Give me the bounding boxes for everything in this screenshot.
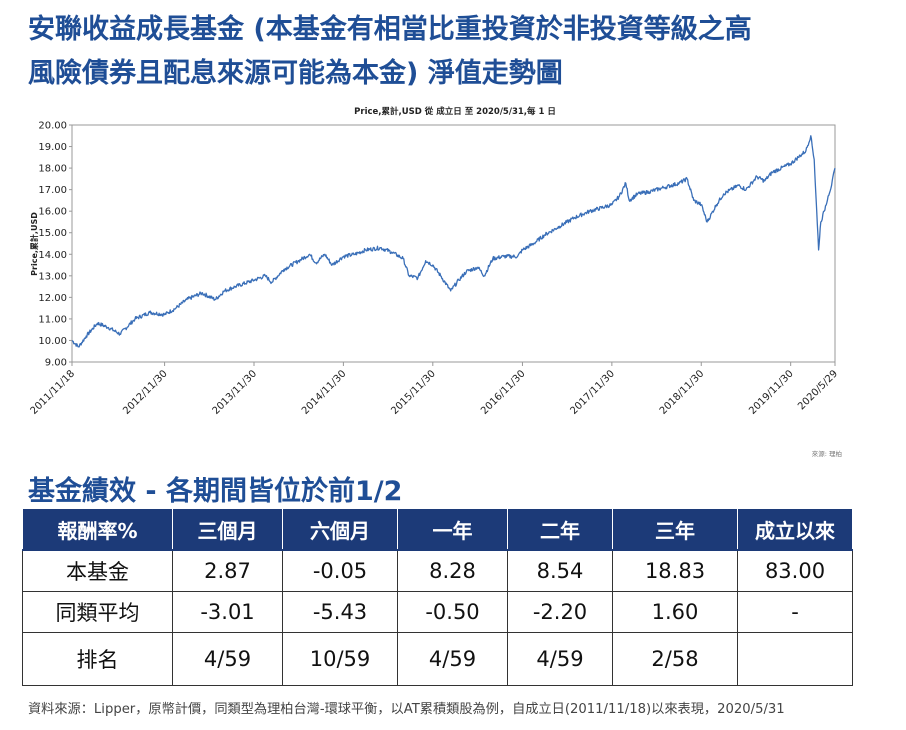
x-tick-label: 2011/11/18 [29,368,78,417]
y-tick-label: 20.00 [38,121,67,132]
y-tick-label: 16.00 [38,207,67,218]
y-tick-label: 11.00 [38,314,67,325]
x-tick-label: 2014/11/30 [300,368,349,417]
table-header-cell: 一年 [397,508,508,551]
table-cell: 8.28 [397,549,508,592]
plot-area-frame [71,124,836,363]
page-title: 安聯收益成長基金 (本基金有相當比重投資於非投資等級之高 風險債券且配息來源可能… [28,8,888,96]
table-cell: - [737,591,853,633]
table-cell: -2.20 [507,591,613,633]
table-cell [737,632,853,686]
series-group [71,135,836,348]
table-header-cell: 成立以來 [737,508,853,551]
table-cell: -3.01 [172,591,283,633]
y-tick-label: 12.00 [38,293,67,304]
table-cell: 4/59 [397,632,508,686]
table-cell: 4/59 [507,632,613,686]
table-header-cell: 報酬率% [22,508,173,551]
performance-table: 報酬率% 三個月 六個月 一年 二年 三年 成立以來 本基金 2.87 -0.0… [22,508,853,686]
nav-line-chart: Price,累計,USD 從 成立日 至 2020/5/31,每 1 日 Pri… [29,106,842,458]
page-title-line1: 安聯收益成長基金 (本基金有相當比重投資於非投資等級之高 [28,14,752,45]
table-cell: 83.00 [737,549,853,592]
x-tick-label: 2020/5/29 [796,368,840,412]
series-line [71,135,836,348]
performance-section-title: 基金績效 - 各期間皆位於前1/2 [28,476,403,507]
chart-source-note: 來源: 理柏 [812,449,842,458]
x-axis-ticks: 2011/11/18 2012/11/30 2013/11/30 2014/11/30… [29,362,840,417]
table-row: 同類平均 -3.01 -5.43 -0.50 -2.20 1.60 - [22,591,853,633]
y-tick-label: 13.00 [38,271,67,282]
y-tick-label: 14.00 [38,250,67,261]
table-cell: 2.87 [172,549,283,592]
table-header-cell: 六個月 [282,508,398,551]
y-tick-label: 15.00 [38,228,67,239]
table-cell: -0.05 [282,549,398,592]
table-cell: 4/59 [172,632,283,686]
row-label-cell: 本基金 [22,549,173,592]
source-footnote: 資料來源：Lipper，原幣計價，同類型為理柏台灣-環球平衡，以AT累積類股為例… [28,702,785,717]
y-tick-label: 19.00 [38,142,67,153]
y-axis-label: Price,累計,USD [29,212,39,276]
y-tick-label: 10.00 [38,336,67,347]
table-row: 本基金 2.87 -0.05 8.28 8.54 18.83 83.00 [22,549,853,592]
x-tick-label: 2018/11/30 [658,368,707,417]
chart-title: Price,累計,USD 從 成立日 至 2020/5/31,每 1 日 [354,106,556,117]
nav-chart: Price,累計,USD 從 成立日 至 2020/5/31,每 1 日 Pri… [0,98,906,464]
x-tick-label: 2015/11/30 [389,368,438,417]
table-header-cell: 三個月 [172,508,283,551]
y-tick-label: 18.00 [38,164,67,175]
table-cell: 18.83 [612,549,738,592]
table-header-cell: 二年 [507,508,613,551]
y-tick-label: 9.00 [45,358,67,369]
row-label-cell: 排名 [22,632,173,686]
table-header-row: 報酬率% 三個月 六個月 一年 二年 三年 成立以來 [22,508,853,551]
x-tick-label: 2016/11/30 [479,368,528,417]
table-header-cell: 三年 [612,508,738,551]
table-cell: -5.43 [282,591,398,633]
table-cell: -0.50 [397,591,508,633]
x-tick-label: 2017/11/30 [568,368,617,417]
y-tick-label: 17.00 [38,185,67,196]
page-title-line2: 風險債券且配息來源可能為本金) 淨值走勢圖 [28,58,563,89]
row-label-cell: 同類平均 [22,591,173,633]
table-cell: 1.60 [612,591,738,633]
table-cell: 10/59 [282,632,398,686]
x-tick-label: 2012/11/30 [121,368,170,417]
table-cell: 8.54 [507,549,613,592]
table-cell: 2/58 [612,632,738,686]
x-tick-label: 2019/11/30 [747,368,796,417]
y-axis-ticks: 9.00 10.00 11.00 12.00 13.00 14.00 15.00 16.00 1… [38,121,72,369]
x-tick-label: 2013/11/30 [211,368,260,417]
table-row: 排名 4/59 10/59 4/59 4/59 2/58 [22,632,853,686]
